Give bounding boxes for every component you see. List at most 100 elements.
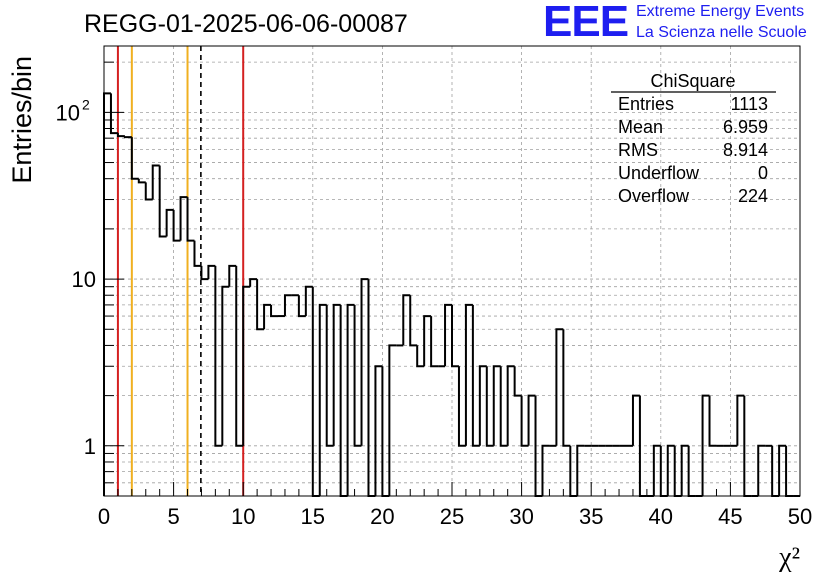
histogram-bin <box>402 294 411 346</box>
x-tick-label: 15 <box>301 504 325 529</box>
stats-value: 6.959 <box>723 117 768 137</box>
y-tick-exponent: 2 <box>82 96 90 112</box>
stats-label: Mean <box>618 117 663 137</box>
histogram-bin <box>256 279 265 331</box>
histogram-bin <box>680 444 689 496</box>
stats-value: 224 <box>738 186 768 206</box>
axis-ticks <box>103 61 801 497</box>
histogram-bin <box>367 279 376 497</box>
histogram-bin <box>576 444 585 496</box>
histogram-bin <box>430 316 439 368</box>
histogram-bin <box>506 365 515 446</box>
histogram-bin <box>297 295 306 318</box>
histogram-bin <box>172 209 181 242</box>
histogram-bin <box>200 265 209 281</box>
chart-title: REGG-01-2025-06-06-00087 <box>84 10 408 38</box>
histogram-bin <box>471 304 480 447</box>
x-tick-label: 30 <box>509 504 533 529</box>
histogram-bin <box>137 178 146 184</box>
histogram-bin <box>416 345 425 368</box>
stats-box: ChiSquare Entries 1113 Mean 6.959 RMS 8.914 Un… <box>611 71 776 206</box>
histogram-bin <box>165 208 174 237</box>
histogram-bin <box>485 366 494 447</box>
histogram-bin <box>757 444 766 496</box>
x-tick-label: 0 <box>98 504 110 529</box>
stats-label: Entries <box>618 94 674 114</box>
histogram-bin <box>409 295 418 347</box>
histogram-bin <box>130 137 139 180</box>
histogram-bin <box>311 286 320 497</box>
stats-label: RMS <box>618 140 658 160</box>
histogram-bin <box>116 133 125 138</box>
histogram-bin <box>270 304 278 318</box>
histogram-bin <box>103 92 111 496</box>
x-tick-label: 45 <box>718 504 742 529</box>
histogram-bin <box>325 304 334 447</box>
x-tick-label: 20 <box>370 504 394 529</box>
stats-name: ChiSquare <box>650 71 735 91</box>
histogram-bin <box>186 197 195 242</box>
stats-label: Overflow <box>618 186 690 206</box>
y-axis-title: Entries/bin <box>7 56 37 184</box>
histogram-bin <box>346 303 355 496</box>
histogram-bin <box>701 394 710 496</box>
stats-label: Underflow <box>618 163 700 183</box>
histogram-bin <box>339 304 348 497</box>
histogram-bin <box>457 366 466 447</box>
histogram-bin <box>464 303 473 446</box>
histogram-bin <box>555 328 564 446</box>
histogram-bin <box>423 315 432 367</box>
histogram-bin <box>332 303 341 446</box>
histogram-bin <box>666 444 675 496</box>
histogram-bin <box>652 444 661 496</box>
x-tick-label: 40 <box>649 504 673 529</box>
histogram-bin <box>520 395 529 447</box>
stats-value: 1113 <box>731 94 768 114</box>
histogram-bin <box>109 93 118 135</box>
y-tick-label: 10 <box>72 267 96 292</box>
histogram-bin <box>631 394 640 446</box>
eee-logo-mark: EEE <box>543 0 629 46</box>
histogram-bin <box>353 304 362 447</box>
y-tick-label: 1 <box>84 434 96 459</box>
histogram-bin <box>388 344 397 496</box>
histogram-bin <box>527 394 536 446</box>
histogram-bin <box>263 303 272 330</box>
histogram-bin <box>374 365 383 496</box>
histogram-bin <box>283 294 292 317</box>
stats-value: 8.914 <box>723 140 768 160</box>
eee-logo-line2: La Scienza nelle Scuole <box>636 24 807 41</box>
histogram-bin <box>123 136 132 139</box>
histogram-bin <box>151 164 160 200</box>
x-tick-label: 25 <box>440 504 464 529</box>
histogram-bin <box>499 366 508 447</box>
histogram-bin <box>708 395 717 447</box>
histogram-bin <box>144 182 153 201</box>
histogram-bin <box>778 444 787 496</box>
histogram-bin <box>242 285 251 446</box>
histogram-bin <box>207 264 216 280</box>
histogram-bin <box>513 366 522 397</box>
histogram-bin <box>360 278 369 446</box>
stats-rows: Entries 1113 Mean 6.959 RMS 8.914 Underflow 0 Ov… <box>618 94 768 206</box>
histogram-bin <box>444 303 452 367</box>
reference-lines <box>116 46 245 496</box>
histogram-bin <box>478 365 487 446</box>
x-axis-title: χ² <box>778 542 800 572</box>
histogram-bin <box>221 285 230 446</box>
histogram-bin <box>381 366 390 497</box>
histogram-bin <box>541 444 550 496</box>
histogram-bin <box>193 240 202 267</box>
x-tick-label: 35 <box>579 504 603 529</box>
x-tick-label: 50 <box>788 504 812 529</box>
histogram-bin <box>235 265 244 447</box>
x-tick-label: 10 <box>231 504 255 529</box>
histogram-bin <box>318 303 327 496</box>
x-tick-label: 5 <box>167 504 179 529</box>
histogram-bin <box>179 196 188 241</box>
histogram-bin <box>562 329 571 447</box>
y-tick-label: 10 <box>56 100 80 125</box>
histogram-bin <box>158 165 167 238</box>
